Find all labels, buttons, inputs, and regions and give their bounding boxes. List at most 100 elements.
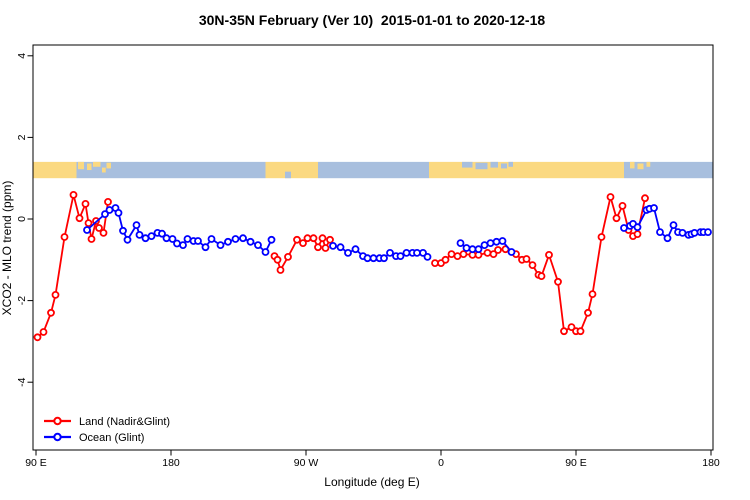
data-point-marker <box>309 234 318 243</box>
data-point-marker <box>633 230 642 239</box>
data-point-marker <box>380 254 388 263</box>
data-point-marker <box>650 204 658 212</box>
data-point-marker <box>522 255 531 263</box>
data-point-marker <box>276 266 285 274</box>
data-point-marker <box>537 272 546 281</box>
data-point-marker <box>554 277 562 286</box>
data-point-marker <box>75 214 84 223</box>
data-point-marker <box>462 244 471 252</box>
data-point-marker <box>597 233 606 241</box>
data-point-marker <box>656 228 664 237</box>
data-point-marker <box>168 235 177 243</box>
map-strip-land-segment <box>265 161 318 179</box>
map-strip-land-patch <box>637 163 644 170</box>
series-land <box>33 190 649 342</box>
data-point-marker <box>119 226 127 235</box>
map-strip-ocean-segment <box>76 161 266 179</box>
map-strip-land-patch <box>106 162 111 169</box>
data-point-marker <box>147 232 156 241</box>
data-point-marker <box>179 241 187 250</box>
data-point-marker <box>267 235 276 244</box>
map-strip-ocean-segment <box>318 161 429 179</box>
map-strip-ocean-patch <box>501 163 507 169</box>
map-strip-land-segment <box>429 161 624 179</box>
data-point-marker <box>584 308 592 317</box>
legend-label: Land (Nadir&Glint) <box>79 416 170 428</box>
data-point-marker <box>104 197 112 206</box>
data-point-marker <box>663 234 672 243</box>
legend-marker-sample <box>53 432 62 442</box>
data-point-marker <box>669 221 678 230</box>
data-point-marker <box>95 224 103 232</box>
data-point-marker <box>456 239 465 248</box>
data-point-marker <box>441 255 450 264</box>
legend: Land (Nadir&Glint) Ocean (Glint) <box>44 416 170 444</box>
data-point-marker <box>194 237 202 245</box>
data-point-marker <box>261 248 270 256</box>
legend-label: Ocean (Glint) <box>79 432 144 444</box>
data-point-marker <box>480 241 489 250</box>
data-point-marker <box>483 248 492 257</box>
data-point-marker <box>299 239 307 248</box>
data-point-marker <box>183 235 192 243</box>
data-point-marker <box>207 235 216 243</box>
data-point-marker <box>273 255 282 264</box>
data-point-marker <box>492 237 501 246</box>
data-point-marker <box>641 194 649 203</box>
map-strip-land-patch <box>102 167 106 173</box>
data-point-marker <box>704 228 712 237</box>
data-point-marker <box>105 206 114 214</box>
map-strip-ocean-patch <box>508 161 513 167</box>
map-strip-land-patch <box>630 161 635 169</box>
data-point-marker <box>459 250 468 259</box>
data-point-marker <box>453 252 462 261</box>
x-tick-label: 180 <box>162 457 180 469</box>
data-point-marker <box>528 261 537 270</box>
data-point-marker <box>474 245 483 254</box>
map-strip-ocean-patch <box>490 161 498 168</box>
data-point-marker <box>576 327 585 336</box>
series-ocean <box>83 204 712 263</box>
y-tick-label: 2 <box>16 134 28 140</box>
series-line <box>36 194 109 338</box>
data-point-marker <box>123 235 132 244</box>
data-point-marker <box>246 237 255 246</box>
data-point-marker <box>47 308 55 317</box>
data-point-marker <box>135 230 144 239</box>
data-point-marker <box>69 190 78 199</box>
data-point-marker <box>114 208 123 217</box>
data-point-marker <box>386 248 394 257</box>
data-point-marker <box>216 241 225 250</box>
data-point-marker <box>224 237 232 246</box>
data-point-marker <box>545 250 553 259</box>
data-point-marker <box>132 221 141 230</box>
plot-border <box>32 44 714 451</box>
data-point-marker <box>351 245 360 254</box>
data-point-marker <box>321 244 330 252</box>
data-point-marker <box>81 199 90 208</box>
data-point-marker <box>318 234 327 243</box>
x-axis-label: Longitude (deg E) <box>324 475 419 489</box>
y-axis-label: XCO2 - MLO trend (ppm) <box>0 181 14 316</box>
map-strip-ocean-patch <box>475 162 488 170</box>
data-point-marker <box>494 246 502 254</box>
data-point-marker <box>498 237 507 245</box>
data-point-marker <box>84 219 93 228</box>
data-point-marker <box>284 252 292 261</box>
data-point-marker <box>231 235 240 243</box>
data-point-marker <box>419 248 427 257</box>
data-point-marker <box>33 333 42 342</box>
y-tick-label: 4 <box>16 53 28 59</box>
data-point-marker <box>560 327 568 336</box>
data-point-marker <box>173 239 181 248</box>
data-point-marker <box>60 233 69 241</box>
data-point-marker <box>336 243 345 252</box>
map-strip-ocean-segment <box>624 161 713 179</box>
data-point-marker <box>99 228 108 237</box>
map-strip-ocean-patch <box>285 171 291 179</box>
map-strip-land-patch <box>93 161 101 167</box>
data-point-marker <box>254 241 262 250</box>
data-point-marker <box>620 224 628 232</box>
data-point-marker <box>423 252 432 261</box>
